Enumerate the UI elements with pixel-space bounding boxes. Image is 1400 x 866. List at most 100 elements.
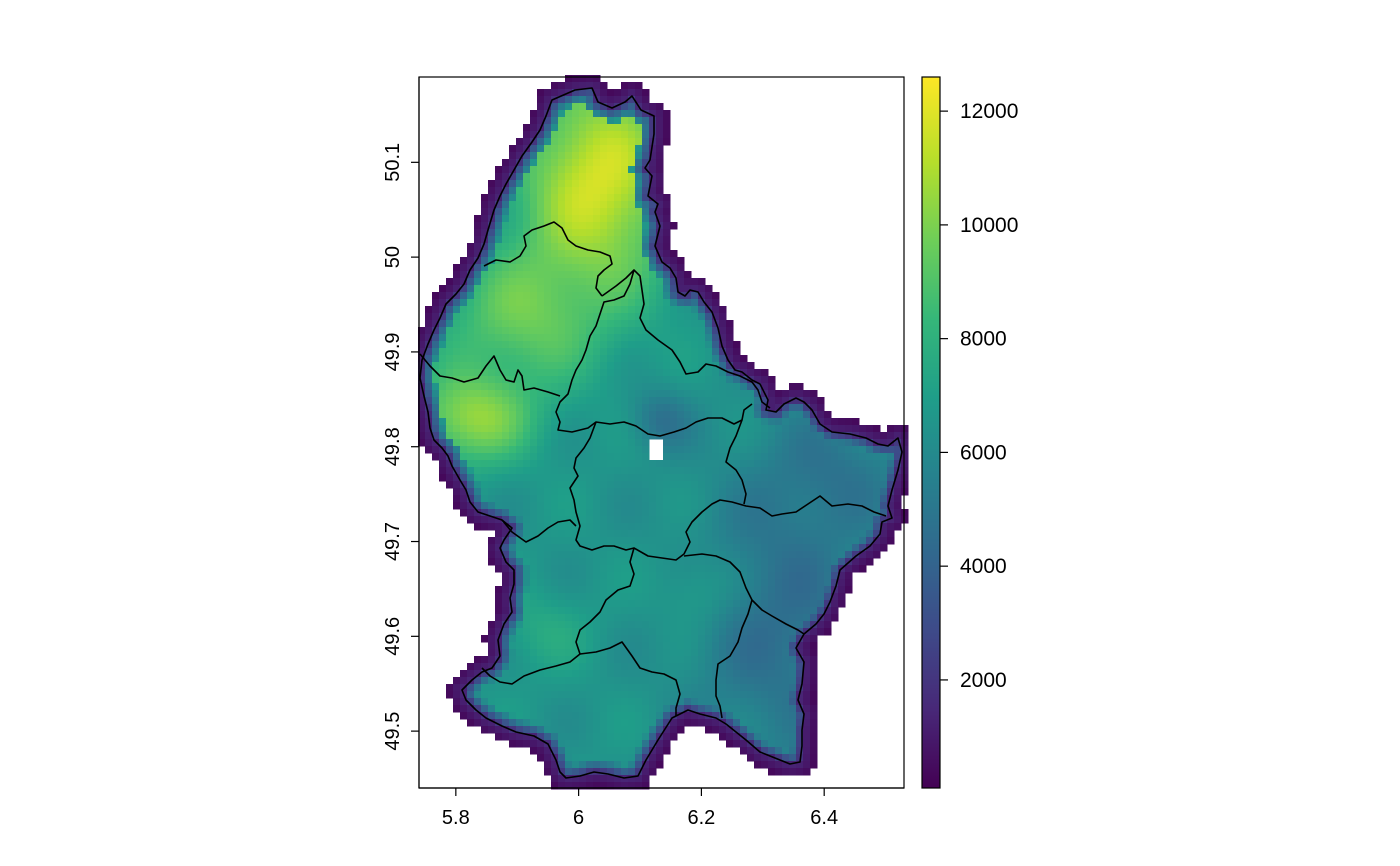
raster-cell [607, 376, 615, 384]
raster-cell [698, 292, 706, 300]
raster-cell [509, 740, 517, 748]
raster-cell [845, 551, 853, 559]
raster-cell [677, 614, 685, 622]
raster-cell [593, 740, 601, 748]
raster-cell [663, 320, 671, 328]
x-tick-label: 5.8 [442, 807, 470, 829]
raster-cell [670, 733, 678, 741]
raster-cell [656, 117, 664, 125]
raster-cell [509, 320, 517, 328]
raster-cell [845, 488, 853, 496]
raster-cell [607, 264, 615, 272]
raster-cell [488, 523, 496, 531]
raster-cell [565, 159, 573, 167]
raster-cell [796, 425, 804, 433]
raster-cell [516, 341, 524, 349]
raster-cell [572, 768, 580, 776]
raster-cell [551, 271, 559, 279]
raster-cell [488, 495, 496, 503]
raster-cell [586, 474, 594, 482]
raster-cell [810, 719, 818, 727]
raster-cell [838, 600, 846, 608]
raster-cell [572, 439, 580, 447]
raster-cell [691, 299, 699, 307]
raster-cell [621, 201, 629, 209]
raster-cell [887, 453, 895, 461]
raster-cell [544, 362, 552, 370]
raster-cell [551, 201, 559, 209]
raster-cell [684, 628, 692, 636]
raster-cell [586, 89, 594, 97]
raster-cell [691, 390, 699, 398]
raster-cell [670, 264, 678, 272]
raster-cell [481, 271, 489, 279]
raster-cell [600, 474, 608, 482]
raster-cell [726, 362, 734, 370]
raster-cell [656, 236, 664, 244]
raster-cell [523, 600, 531, 608]
raster-cell [782, 397, 790, 405]
raster-cell [663, 593, 671, 601]
raster-cell [614, 642, 622, 650]
raster-cell [586, 733, 594, 741]
raster-cell [656, 243, 664, 251]
raster-cell [551, 481, 559, 489]
raster-cell [572, 649, 580, 657]
raster-cell [824, 502, 832, 510]
raster-cell [586, 229, 594, 237]
raster-cell [642, 719, 650, 727]
raster-cell [740, 383, 748, 391]
raster-cell [432, 334, 440, 342]
raster-cell [698, 285, 706, 293]
raster-cell [467, 453, 475, 461]
raster-cell [684, 446, 692, 454]
raster-cell [691, 383, 699, 391]
raster-cell [705, 425, 713, 433]
raster-cell [530, 376, 538, 384]
raster-cell [789, 474, 797, 482]
raster-cell [558, 593, 566, 601]
raster-cell [502, 194, 510, 202]
raster-cell [586, 481, 594, 489]
raster-cell [551, 145, 559, 153]
raster-cell [558, 292, 566, 300]
raster-cell [474, 712, 482, 720]
raster-cell [705, 530, 713, 538]
raster-cell [670, 719, 678, 727]
raster-cell [523, 558, 531, 566]
raster-cell [565, 82, 573, 90]
raster-cell [586, 775, 594, 783]
raster-cell [761, 425, 769, 433]
raster-cell [537, 509, 545, 517]
raster-cell [551, 411, 559, 419]
raster-cell [642, 124, 650, 132]
raster-cell [635, 726, 643, 734]
raster-cell [607, 551, 615, 559]
raster-cell [747, 418, 755, 426]
raster-cell [509, 369, 517, 377]
raster-cell [530, 383, 538, 391]
raster-cell [544, 397, 552, 405]
raster-cell [481, 208, 489, 216]
raster-cell [551, 425, 559, 433]
raster-cell [439, 474, 447, 482]
raster-cell [684, 614, 692, 622]
raster-cell [607, 173, 615, 181]
raster-cell [761, 628, 769, 636]
raster-cell [446, 453, 454, 461]
raster-cell [537, 348, 545, 356]
raster-cell [572, 719, 580, 727]
raster-cell [691, 621, 699, 629]
raster-cell [768, 698, 776, 706]
y-tick-label: 49.6 [382, 617, 404, 656]
raster-cell [642, 747, 650, 755]
raster-cell [740, 684, 748, 692]
raster-cell [579, 551, 587, 559]
raster-cell [495, 348, 503, 356]
raster-cell [873, 453, 881, 461]
raster-cell [761, 404, 769, 412]
raster-cell [754, 684, 762, 692]
raster-cell [810, 418, 818, 426]
raster-cell [502, 292, 510, 300]
raster-cell [551, 516, 559, 524]
